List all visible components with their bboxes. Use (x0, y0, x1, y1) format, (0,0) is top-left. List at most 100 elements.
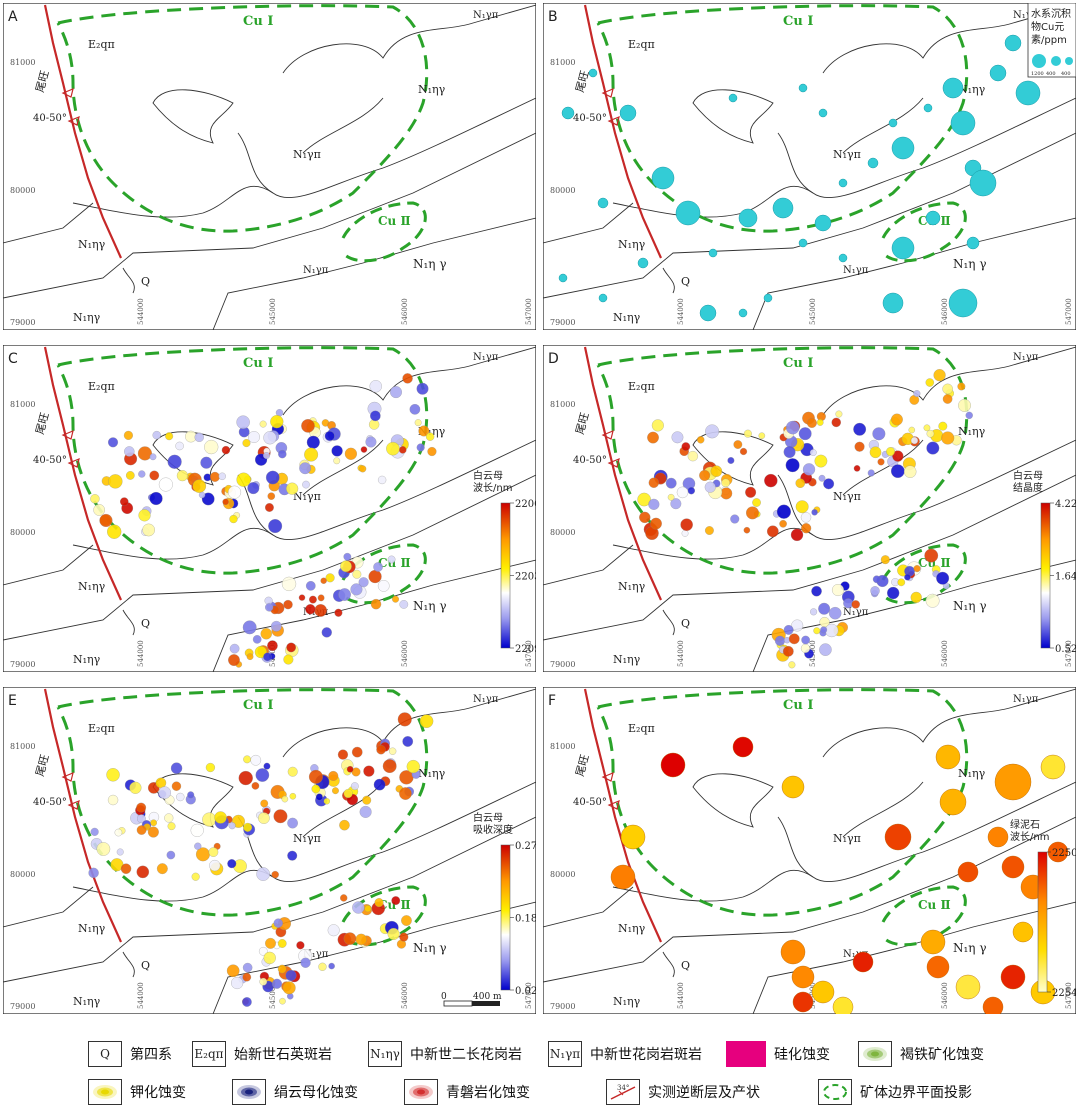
sample-point (965, 411, 973, 420)
sample-point (402, 736, 414, 747)
sample-point (818, 602, 831, 615)
sample-point (774, 635, 786, 646)
legend-symbol-text: N₁ηγ (370, 1047, 400, 1061)
sample-point (138, 509, 151, 522)
fault-dip-mark (67, 458, 80, 468)
reverse-fault (583, 346, 663, 601)
sample-point (352, 569, 362, 579)
sample-point (358, 577, 369, 588)
sample-point (265, 503, 274, 512)
scale-bar-black (472, 1001, 500, 1006)
sample-point (156, 863, 168, 875)
y-tick-81000: 81000 (10, 400, 35, 409)
sample-point (289, 792, 297, 800)
geologic-contact (3, 544, 94, 586)
sample-point (152, 430, 161, 440)
n1-eta-gamma-label: N₁ηγ (613, 653, 641, 666)
sample-point (869, 446, 882, 459)
sample-point (651, 419, 664, 432)
y-tick-81000: 81000 (10, 742, 35, 751)
geologic-contact (692, 773, 774, 828)
legend-label: 矿体边界平面投影 (860, 1085, 972, 1101)
sample-point (853, 465, 861, 472)
cu-sample-circle (966, 236, 980, 250)
sample-point (343, 788, 353, 799)
sample-point (190, 823, 204, 837)
x-tick-label: 547000 (525, 640, 533, 667)
sample-point (107, 524, 122, 539)
sample-point (788, 661, 796, 669)
panel-letter: D (548, 351, 559, 367)
sample-point (843, 598, 854, 609)
sample-point (414, 419, 422, 427)
sample-point (801, 523, 812, 534)
panel-frame (543, 345, 1076, 672)
panel-content: E Cu Ⅰ Cu Ⅱ E₂qπ N₁γπ N₁γπ N₁γπ N₁ηγ N₁η γ N₁ηγ N₁… (3, 687, 536, 1014)
colorbar-ramp (500, 502, 511, 649)
sample-point (783, 446, 796, 458)
legend-label: 第四系 (130, 1047, 172, 1063)
geologic-contact (822, 346, 1076, 416)
ore-boundary-cu2 (881, 201, 967, 263)
sample-point (218, 472, 226, 481)
sample-point (334, 608, 343, 617)
x-tick-label: 547000 (525, 298, 533, 325)
sample-point (279, 997, 286, 1005)
sample-point (339, 819, 350, 831)
sample-point (167, 822, 176, 831)
sample-point (222, 498, 229, 506)
sample-point (779, 519, 787, 528)
sample-point (268, 519, 283, 534)
sample-point (923, 424, 931, 432)
legend-label: 青磐岩化蚀变 (446, 1085, 530, 1101)
sample-point (810, 608, 818, 616)
sample-point (903, 465, 917, 478)
sample-point (271, 870, 279, 879)
reverse-fault (583, 688, 663, 943)
cu-legend-value: 400 (1046, 71, 1056, 77)
chlorite-sample-circle (994, 763, 1032, 801)
sample-point (785, 458, 800, 473)
x-tick-label: 546000 (941, 298, 949, 325)
legend-symbol-text: Q (100, 1047, 110, 1061)
sample-point (933, 369, 946, 382)
sample-point (831, 584, 844, 597)
geologic-contact (122, 951, 135, 978)
chlorite-sample-circle (791, 965, 815, 989)
cu-legend-title: 物Cu元 (1031, 20, 1064, 33)
y-tick-79000: 79000 (10, 1002, 35, 1011)
sample-point (886, 447, 895, 456)
legend-symbol (858, 1041, 892, 1067)
sample-point (811, 509, 818, 516)
geologic-contact (822, 688, 1076, 758)
cu-sample-circle (942, 77, 964, 99)
sample-point (267, 640, 278, 652)
n1-eta-gamma-label: N₁η γ (413, 941, 447, 955)
panel-content: A Cu Ⅰ Cu Ⅱ E₂qπ N₁γπ N₁γπ N₁γπ N₁ηγ N₁η γ N₁ηγ N₁… (3, 3, 536, 330)
sample-point (259, 420, 267, 428)
sample-point (392, 595, 399, 603)
legend-label: 硅化蚀变 (774, 1047, 830, 1063)
sample-point (301, 419, 315, 433)
sample-point (926, 429, 935, 438)
sample-point (149, 470, 160, 481)
colorbar-title: 白云母 (1013, 469, 1043, 482)
sample-point (340, 894, 348, 902)
sample-point (123, 430, 133, 440)
geologic-contact (212, 901, 536, 1014)
geologic-contact (212, 559, 536, 672)
sample-point (242, 962, 253, 973)
sample-point (273, 918, 283, 928)
y-tick-79000: 79000 (10, 318, 35, 327)
sample-point (248, 431, 260, 443)
y-tick-81000: 81000 (550, 58, 575, 67)
sample-point (305, 581, 316, 591)
sample-point (344, 447, 357, 460)
sample-point (365, 436, 377, 448)
sample-point (273, 809, 288, 824)
sample-point (820, 626, 828, 634)
e2qpi-label: E₂qπ (628, 722, 655, 735)
sample-point (891, 413, 903, 426)
